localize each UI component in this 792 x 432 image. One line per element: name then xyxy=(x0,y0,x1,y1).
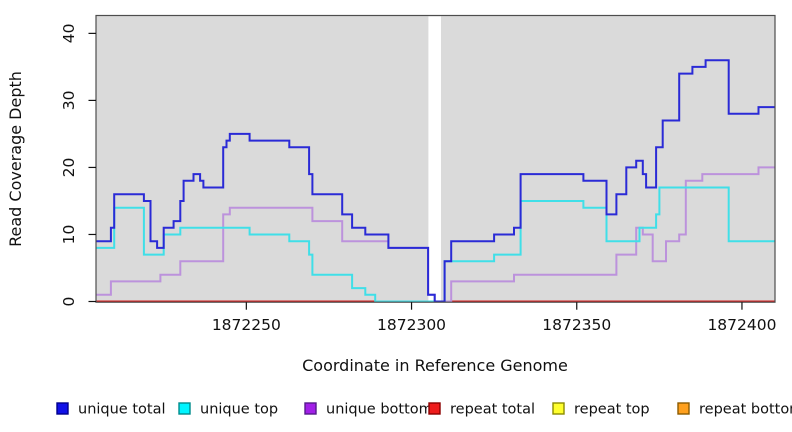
legend-label: repeat total xyxy=(450,402,535,418)
series-line-unique-total xyxy=(96,59,775,303)
legend-label: unique bottom xyxy=(326,402,433,418)
legend-swatch-unique-top xyxy=(178,402,191,415)
legend-label: unique top xyxy=(200,402,278,418)
x-axis-title: Coordinate in Reference Genome xyxy=(302,356,568,375)
legend-swatch-unique-total xyxy=(56,402,69,415)
x-tick-label: 1872400 xyxy=(707,316,776,334)
legend-swatch-repeat-bottom xyxy=(677,402,690,415)
legend-swatch-unique-bottom xyxy=(304,402,317,415)
legend-entry-unique-top: unique top xyxy=(178,402,278,418)
y-tick-label: 10 xyxy=(60,225,78,245)
legend-swatch-repeat-total xyxy=(428,402,441,415)
legend: unique total unique top unique bottom repea… xyxy=(56,402,792,418)
no-data-gap-band xyxy=(428,16,441,302)
y-tick-label: 30 xyxy=(60,91,78,111)
legend-label: repeat bottom xyxy=(699,402,792,418)
legend-entry-repeat-top: repeat top xyxy=(552,402,650,418)
x-tick-label: 1872350 xyxy=(542,316,611,334)
legend-label: unique total xyxy=(78,402,166,418)
series-line-unique-bottom xyxy=(96,166,775,303)
legend-entry-repeat-bottom: repeat bottom xyxy=(677,402,792,418)
series-lines xyxy=(96,59,775,303)
series-line-unique-top xyxy=(96,186,775,303)
legend-entry-unique-bottom: unique bottom xyxy=(304,402,433,418)
panel-border xyxy=(95,14,776,303)
legend-entry-unique-total: unique total xyxy=(56,402,166,418)
legend-entry-repeat-total: repeat total xyxy=(428,402,535,418)
legend-swatch-repeat-top xyxy=(552,402,565,415)
y-tick-label: 0 xyxy=(60,297,78,307)
x-tick-label: 1872300 xyxy=(377,316,446,334)
x-axis: 1872250 1872300 1872350 1872400 xyxy=(212,302,776,334)
y-axis-title: Read Coverage Depth xyxy=(6,71,25,247)
y-axis: 0 10 20 30 40 xyxy=(60,24,96,307)
y-tick-label: 20 xyxy=(60,158,78,178)
x-tick-label: 1872250 xyxy=(212,316,281,334)
y-tick-label: 40 xyxy=(60,24,78,44)
legend-label: repeat top xyxy=(574,402,650,418)
